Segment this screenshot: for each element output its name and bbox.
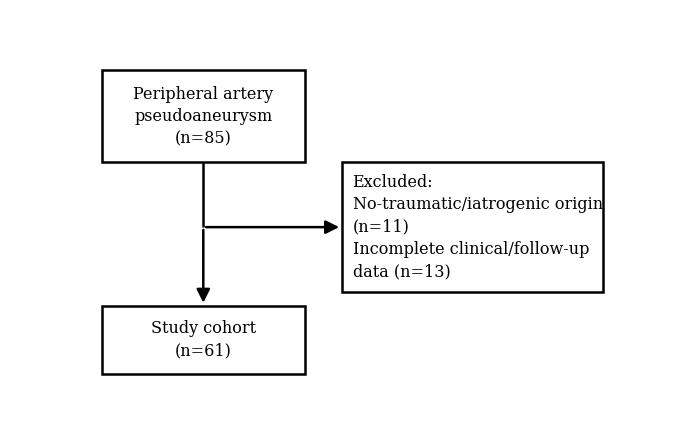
Text: Excluded:
No-traumatic/iatrogenic origin
(n=11)
Incomplete clinical/follow-up
da: Excluded: No-traumatic/iatrogenic origin…	[353, 174, 603, 280]
Bar	[102, 306, 305, 374]
Text: Study cohort
(n=61): Study cohort (n=61)	[151, 320, 256, 359]
Bar	[102, 70, 305, 162]
Bar	[342, 162, 603, 292]
Text: Peripheral artery
pseudoaneurysm
(n=85): Peripheral artery pseudoaneurysm (n=85)	[133, 85, 273, 147]
